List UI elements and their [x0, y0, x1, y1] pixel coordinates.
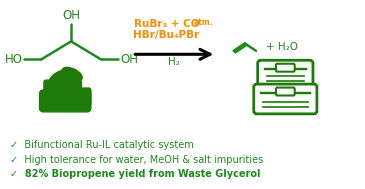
Text: H₂: H₂	[168, 57, 180, 67]
FancyBboxPatch shape	[70, 80, 81, 98]
Text: RuBr₃ + CO: RuBr₃ + CO	[134, 19, 199, 29]
Ellipse shape	[49, 70, 68, 86]
Text: OH: OH	[62, 9, 80, 22]
FancyBboxPatch shape	[62, 78, 73, 98]
Text: HO: HO	[5, 53, 23, 66]
FancyBboxPatch shape	[39, 90, 91, 112]
FancyBboxPatch shape	[254, 84, 317, 114]
Text: ✓  Bifunctional Ru-IL catalytic system: ✓ Bifunctional Ru-IL catalytic system	[10, 140, 194, 150]
Text: OH: OH	[120, 53, 138, 66]
FancyBboxPatch shape	[258, 60, 313, 88]
FancyBboxPatch shape	[79, 88, 91, 106]
Text: ✓  82% Biopropene yield from Waste Glycerol: ✓ 82% Biopropene yield from Waste Glycer…	[10, 170, 260, 179]
Ellipse shape	[62, 67, 82, 81]
Text: + H₂O: + H₂O	[266, 42, 298, 52]
FancyBboxPatch shape	[276, 64, 295, 72]
Text: ✓  High tolerance for water, MeOH & salt impurities: ✓ High tolerance for water, MeOH & salt …	[10, 155, 263, 165]
FancyBboxPatch shape	[53, 78, 64, 98]
Text: atm.: atm.	[194, 18, 214, 26]
Text: HBr/Bu₄PBr: HBr/Bu₄PBr	[133, 30, 200, 40]
FancyBboxPatch shape	[276, 88, 295, 95]
FancyBboxPatch shape	[44, 80, 55, 98]
